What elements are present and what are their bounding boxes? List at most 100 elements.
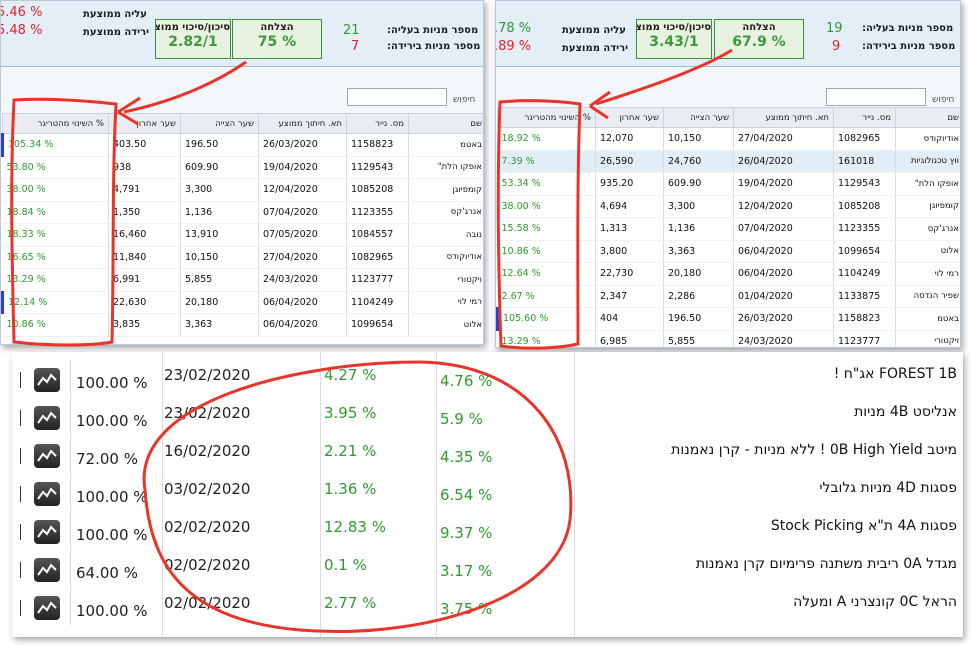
row-divider — [20, 486, 21, 502]
fund-row[interactable]: 100.00 % 23/02/2020 3.95 % 5.9 % אנליסט 4B מ… — [12, 398, 963, 435]
name-cell: באטמ — [408, 133, 483, 157]
date-cell: 07/04/2020 — [733, 217, 834, 241]
table-row[interactable]: 38.00 % 4,791 3,300 12/04/2020 1085208 קומפיו… — [2, 178, 483, 202]
column-header[interactable]: מס. נייר — [833, 107, 896, 128]
avg-up-value: .78 % — [495, 21, 532, 36]
security-id-cell: 1123355 — [346, 201, 409, 224]
table-row[interactable]: 10.86 % 3,800 3,363 06/04/2020 1099654 אלוט — [497, 240, 960, 263]
results-table: % השינוי מהטריגר שער אחרון שער הצייה תא. חי… — [1, 113, 483, 337]
chart-icon[interactable] — [34, 406, 60, 430]
column-header[interactable]: שם — [895, 107, 960, 128]
avg-down-value: 5.48 % — [0, 23, 43, 38]
allocation-value: 64.00 % — [76, 564, 138, 582]
table-row[interactable]: 18.84 % 1,350 1,136 07/04/2020 1123355 אנרג'ק… — [2, 201, 483, 224]
risk-ratio-box: סיכון/סיכוי ממוצע 3.43/1 — [636, 19, 712, 59]
table-row[interactable]: 53.34 % 935.20 609.90 19/04/2020 1129543 אופק… — [497, 172, 960, 196]
date-cell: 12/04/2020 — [258, 178, 347, 202]
success-label: הצלחה — [742, 22, 776, 33]
chart-icon[interactable] — [34, 596, 60, 620]
security-id-cell: 161018 — [833, 150, 896, 173]
change-cell: 38.00 % — [2, 178, 109, 202]
date-cell: 24/03/2020 — [733, 330, 834, 347]
table-row[interactable]: 2.67 % 2,347 2,286 01/04/2020 1133875 שפיר הנ… — [497, 285, 960, 308]
fund-row[interactable]: 64.00 % 02/02/2020 0.1 % 3.17 % מגדל 0A ריבי… — [12, 550, 963, 587]
table-row[interactable]: 15.58 % 1,313 1,136 07/04/2020 1123355 אנרג'ק… — [497, 217, 960, 241]
chart-icon[interactable] — [34, 444, 60, 468]
cross-price-cell: 13,910 — [180, 223, 259, 247]
search-input[interactable] — [347, 88, 447, 106]
table-row[interactable]: 105.34 % 403.50 196.50 26/03/2020 1158823 באט… — [1, 133, 483, 157]
change-cell: 2.67 % — [497, 285, 596, 308]
table-row[interactable]: 38.00 % 4,694 3,300 12/04/2020 1085208 קומפיו… — [497, 195, 960, 218]
avg-down-label: ירידה ממוצעת — [562, 43, 629, 54]
table-row[interactable]: 16.65 % 11,840 10,150 27/04/2020 1082965 אודי… — [2, 246, 483, 269]
table-row[interactable]: 53.80 % 938 609.90 19/04/2020 1129543 אופקו ה… — [2, 156, 483, 179]
column-header[interactable]: שער אחרון — [595, 107, 664, 128]
chart-icon[interactable] — [34, 558, 60, 582]
row-divider — [20, 448, 21, 464]
date-cell: 19/04/2020 — [733, 172, 834, 196]
allocation-value: 100.00 % — [76, 488, 148, 506]
change-value: 12.83 % — [324, 518, 386, 536]
table-row[interactable]: 12.64 % 22,730 20,180 06/04/2020 1104249 רמי … — [497, 262, 960, 286]
change-cell: 105.34 % — [1, 133, 109, 157]
column-header[interactable]: תא. חיתוך ממוצע — [258, 113, 347, 134]
chart-icon[interactable] — [34, 368, 60, 392]
name-cell: ויקטורי — [408, 268, 483, 292]
change-cell: 105.60 % — [496, 307, 596, 331]
fund-row[interactable]: 100.00 % 23/02/2020 4.27 % 4.76 % FOREST 1B … — [12, 360, 963, 397]
column-header[interactable]: שם — [408, 113, 483, 134]
fund-row[interactable]: 100.00 % 02/02/2020 2.77 % 3.75 % הראל 0C קו… — [12, 588, 963, 625]
stocks-up-label: מספר מניות בעליה: — [862, 23, 954, 34]
column-header[interactable]: שער הצייה — [663, 107, 734, 128]
security-id-cell: 1104249 — [833, 262, 896, 286]
table-row[interactable]: 18.33 % 16,460 13,910 07/05/2020 1084557 נובה — [2, 223, 483, 247]
column-header[interactable]: מס. נייר — [346, 113, 409, 134]
security-id-cell: 1133875 — [833, 285, 896, 308]
date-cell: 12/04/2020 — [733, 195, 834, 218]
cross-price-cell: 3,300 — [663, 195, 734, 218]
cross-price-cell: 20,180 — [180, 291, 259, 314]
cross-price-cell: 609.90 — [180, 156, 259, 179]
success-box: הצלחה 75 % — [232, 19, 322, 59]
name-cell: אנרג'קס — [895, 217, 960, 241]
table-row[interactable]: 12.14 % 22,630 20,180 06/04/2020 1104249 רמי … — [1, 291, 483, 314]
search-input[interactable] — [826, 88, 926, 106]
table-row[interactable]: 13.29 % 6,991 5,855 24/03/2020 1123777 ויקטור… — [2, 268, 483, 292]
column-header[interactable]: % השינוי מהטריגר — [497, 107, 596, 128]
chart-icon[interactable] — [34, 482, 60, 506]
fund-row[interactable]: 100.00 % 02/02/2020 12.83 % 9.37 % פסגות 4A … — [12, 512, 963, 549]
fund-row[interactable]: 100.00 % 03/02/2020 1.36 % 6.54 % פסגות 4D מ… — [12, 474, 963, 511]
change-cell: 53.80 % — [2, 156, 109, 179]
table-row[interactable]: 7.39 % 26,590 24,760 26/04/2020 161018 ווץ טכ… — [497, 150, 960, 173]
column-header[interactable]: שער הצייה — [180, 113, 259, 134]
last-price-cell: 1,350 — [108, 201, 181, 224]
yield-value: 3.75 % — [440, 600, 493, 618]
allocation-value: 100.00 % — [76, 412, 148, 430]
chart-icon[interactable] — [34, 520, 60, 544]
name-cell: רמי לוי — [408, 291, 483, 314]
last-price-cell: 22,630 — [108, 291, 181, 314]
column-header[interactable]: תא. חיתוך ממוצע — [733, 107, 834, 128]
fund-row[interactable]: 72.00 % 16/02/2020 2.21 % 4.35 % מיטב 0B Hig… — [12, 436, 963, 473]
table-row[interactable]: 13.29 % 6,985 5,855 24/03/2020 1123777 ויקטור… — [497, 330, 960, 347]
column-header[interactable]: % השינוי מהטריגר — [2, 113, 109, 134]
change-cell: 13.29 % — [497, 330, 596, 347]
table-row[interactable]: 18.92 % 12,070 10,150 27/04/2020 1082965 אודי… — [497, 127, 960, 151]
cross-price-cell: 3,300 — [180, 178, 259, 202]
success-value: 75 % — [257, 34, 297, 50]
table-row[interactable]: 105.60 % 404 196.50 26/03/2020 1158823 באטמ — [496, 307, 960, 331]
stocks-up-value: 19 — [826, 21, 843, 36]
last-price-cell: 3,835 — [108, 313, 181, 337]
change-cell: 7.39 % — [497, 150, 596, 173]
cross-price-cell: 5,855 — [663, 330, 734, 347]
table-row[interactable]: 10.86 % 3,835 3,363 06/04/2020 1099654 אלוט — [2, 313, 483, 337]
table-body: 105.34 % 403.50 196.50 26/03/2020 1158823 באט… — [1, 133, 483, 337]
change-cell: 18.92 % — [497, 127, 596, 151]
name-cell: רמי לוי — [895, 262, 960, 286]
change-cell: 10.86 % — [2, 313, 109, 337]
column-header[interactable]: שער אחרון — [108, 113, 181, 134]
scan-results-panel-right: .78 % .89 % עליה ממוצעת ירידה ממוצעת סיכ… — [495, 0, 961, 348]
change-value: 2.21 % — [324, 442, 377, 460]
